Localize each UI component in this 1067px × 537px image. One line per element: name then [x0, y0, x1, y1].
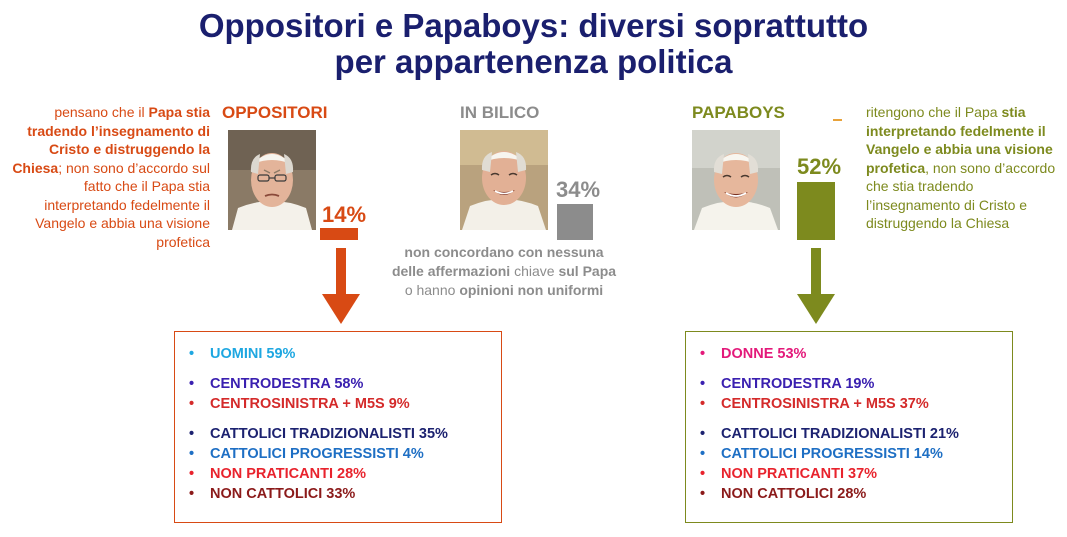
profile-item: • CATTOLICI TRADIZIONALISTI 35%: [175, 424, 501, 444]
pope-photo-in-bilico: [460, 130, 548, 230]
profile-item: • CATTOLICI PROGRESSISTI 4%: [175, 444, 501, 464]
bullet-icon: •: [189, 346, 195, 362]
profile-item: • DONNE 53%: [686, 344, 1012, 364]
profile-item: • NON PRATICANTI 28%: [175, 464, 501, 484]
title-line-2: per appartenenza politica: [334, 43, 733, 80]
pope-photo-oppositori-image: [228, 130, 316, 230]
in-bilico-desc-part1: non concordano con nessuna delle: [391, 244, 604, 279]
in-bilico-description: non concordano con nessuna delle afferma…: [388, 243, 620, 300]
in-bilico-desc-part4: sul Papa: [558, 263, 617, 279]
papaboys-description: ritengono che il Papa stia interpretando…: [866, 103, 1058, 233]
bullet-icon: •: [700, 376, 706, 392]
down-arrow-papaboys-icon: [797, 248, 835, 324]
title-line-1: Oppositori e Papaboys: diversi soprattut…: [198, 7, 869, 44]
papaboys-header: PAPABOYS: [692, 103, 785, 122]
profile-item: • CENTRODESTRA 58%: [175, 374, 501, 394]
papaboys-desc-part3: , non sono d’accordo che stia tradendo l…: [866, 159, 1056, 232]
profile-item: • CENTRODESTRA 19%: [686, 374, 1012, 394]
profile-item-text: NON CATTOLICI 33%: [210, 486, 356, 502]
in-bilico-percent: 34%: [556, 177, 601, 202]
profile-item-text: CATTOLICI PROGRESSISTI 4%: [210, 446, 424, 462]
bullet-icon: •: [189, 466, 195, 482]
list-spacer: [175, 364, 501, 374]
oppositori-bar: [320, 228, 358, 240]
bullet-icon: •: [700, 446, 706, 462]
profile-item-text: UOMINI 59%: [210, 346, 296, 362]
profile-item-text: CATTOLICI PROGRESSISTI 14%: [721, 446, 943, 462]
list-spacer: [175, 414, 501, 424]
page-title: Oppositori e Papaboys: diversi soprattut…: [0, 8, 1067, 80]
papaboys-profile-list: • DONNE 53% • CENTRODESTRA 19% • CENTROSINI…: [686, 344, 1012, 504]
oppositori-profile-box: • UOMINI 59% • CENTRODESTRA 58% • CENTROSIN…: [174, 331, 502, 523]
oppositori-desc-part1: pensano che il: [54, 104, 149, 120]
in-bilico-bar: [557, 204, 593, 240]
oppositori-desc-bold: Papa stia tradendo l’insegnamento di Cri…: [12, 104, 210, 176]
profile-item-text: NON PRATICANTI 28%: [210, 466, 367, 482]
oppositori-percent: 14%: [322, 202, 367, 227]
profile-item-text: CATTOLICI TRADIZIONALISTI 21%: [721, 426, 959, 442]
in-bilico-desc-part5: o hanno: [404, 282, 460, 298]
bullet-icon: •: [700, 426, 706, 442]
pope-photo-oppositori: [228, 130, 316, 230]
oppositori-desc-part3: ; non sono d’accordo sul fatto che il Pa…: [35, 159, 210, 250]
profile-item-text: CATTOLICI TRADIZIONALISTI 35%: [210, 426, 448, 442]
bullet-icon: •: [189, 426, 195, 442]
profile-item-text: CENTRODESTRA 58%: [210, 376, 364, 392]
pope-photo-papaboys: [692, 130, 780, 230]
profile-item: • NON CATTOLICI 28%: [686, 484, 1012, 504]
oppositori-header: OPPOSITORI: [222, 103, 328, 122]
profile-item: • CENTROSINISTRA + M5S 9%: [175, 394, 501, 414]
profile-item: • NON PRATICANTI 37%: [686, 464, 1012, 484]
bullet-icon: •: [700, 466, 706, 482]
papaboys-percent: 52%: [797, 154, 842, 179]
oppositori-profile-list: • UOMINI 59% • CENTRODESTRA 58% • CENTROSIN…: [175, 344, 501, 504]
in-bilico-desc-part2: affermazioni: [427, 263, 511, 279]
papaboys-bar: [797, 182, 835, 240]
list-spacer: [686, 364, 1012, 374]
bullet-icon: •: [189, 376, 195, 392]
list-spacer: [686, 414, 1012, 424]
down-arrow-oppositori-icon: [322, 248, 360, 324]
bullet-icon: •: [189, 446, 195, 462]
pope-photo-papaboys-image: [692, 130, 780, 230]
papaboys-profile-box: • DONNE 53% • CENTRODESTRA 19% • CENTROSINI…: [685, 331, 1013, 523]
profile-item-text: CENTROSINISTRA + M5S 37%: [721, 396, 929, 412]
profile-item: • CATTOLICI PROGRESSISTI 14%: [686, 444, 1012, 464]
bullet-icon: •: [700, 486, 706, 502]
in-bilico-desc-part3: chiave: [510, 263, 559, 279]
profile-item: • NON CATTOLICI 33%: [175, 484, 501, 504]
profile-item-text: CENTROSINISTRA + M5S 9%: [210, 396, 410, 412]
profile-item-text: DONNE 53%: [721, 346, 807, 362]
profile-item-text: CENTRODESTRA 19%: [721, 376, 875, 392]
profile-item-text: NON PRATICANTI 37%: [721, 466, 878, 482]
bullet-icon: •: [189, 396, 195, 412]
oppositori-description: pensano che il Papa stia tradendo l’inse…: [12, 103, 210, 251]
bullet-icon: •: [700, 396, 706, 412]
papaboys-desc-bold: stia interpretando fedelmente il Vangelo…: [866, 104, 1053, 176]
bullet-icon: •: [700, 346, 706, 362]
in-bilico-desc-part6: opinioni non uniformi: [459, 282, 604, 298]
profile-item-text: NON CATTOLICI 28%: [721, 486, 867, 502]
papaboys-desc-part1: ritengono che il Papa: [866, 104, 1002, 120]
papaboys-dash: [833, 119, 842, 121]
profile-item: • CENTROSINISTRA + M5S 37%: [686, 394, 1012, 414]
in-bilico-header: IN BILICO: [460, 103, 540, 122]
profile-item: • CATTOLICI TRADIZIONALISTI 21%: [686, 424, 1012, 444]
pope-photo-in-bilico-image: [460, 130, 548, 230]
profile-item: • UOMINI 59%: [175, 344, 501, 364]
bullet-icon: •: [189, 486, 195, 502]
